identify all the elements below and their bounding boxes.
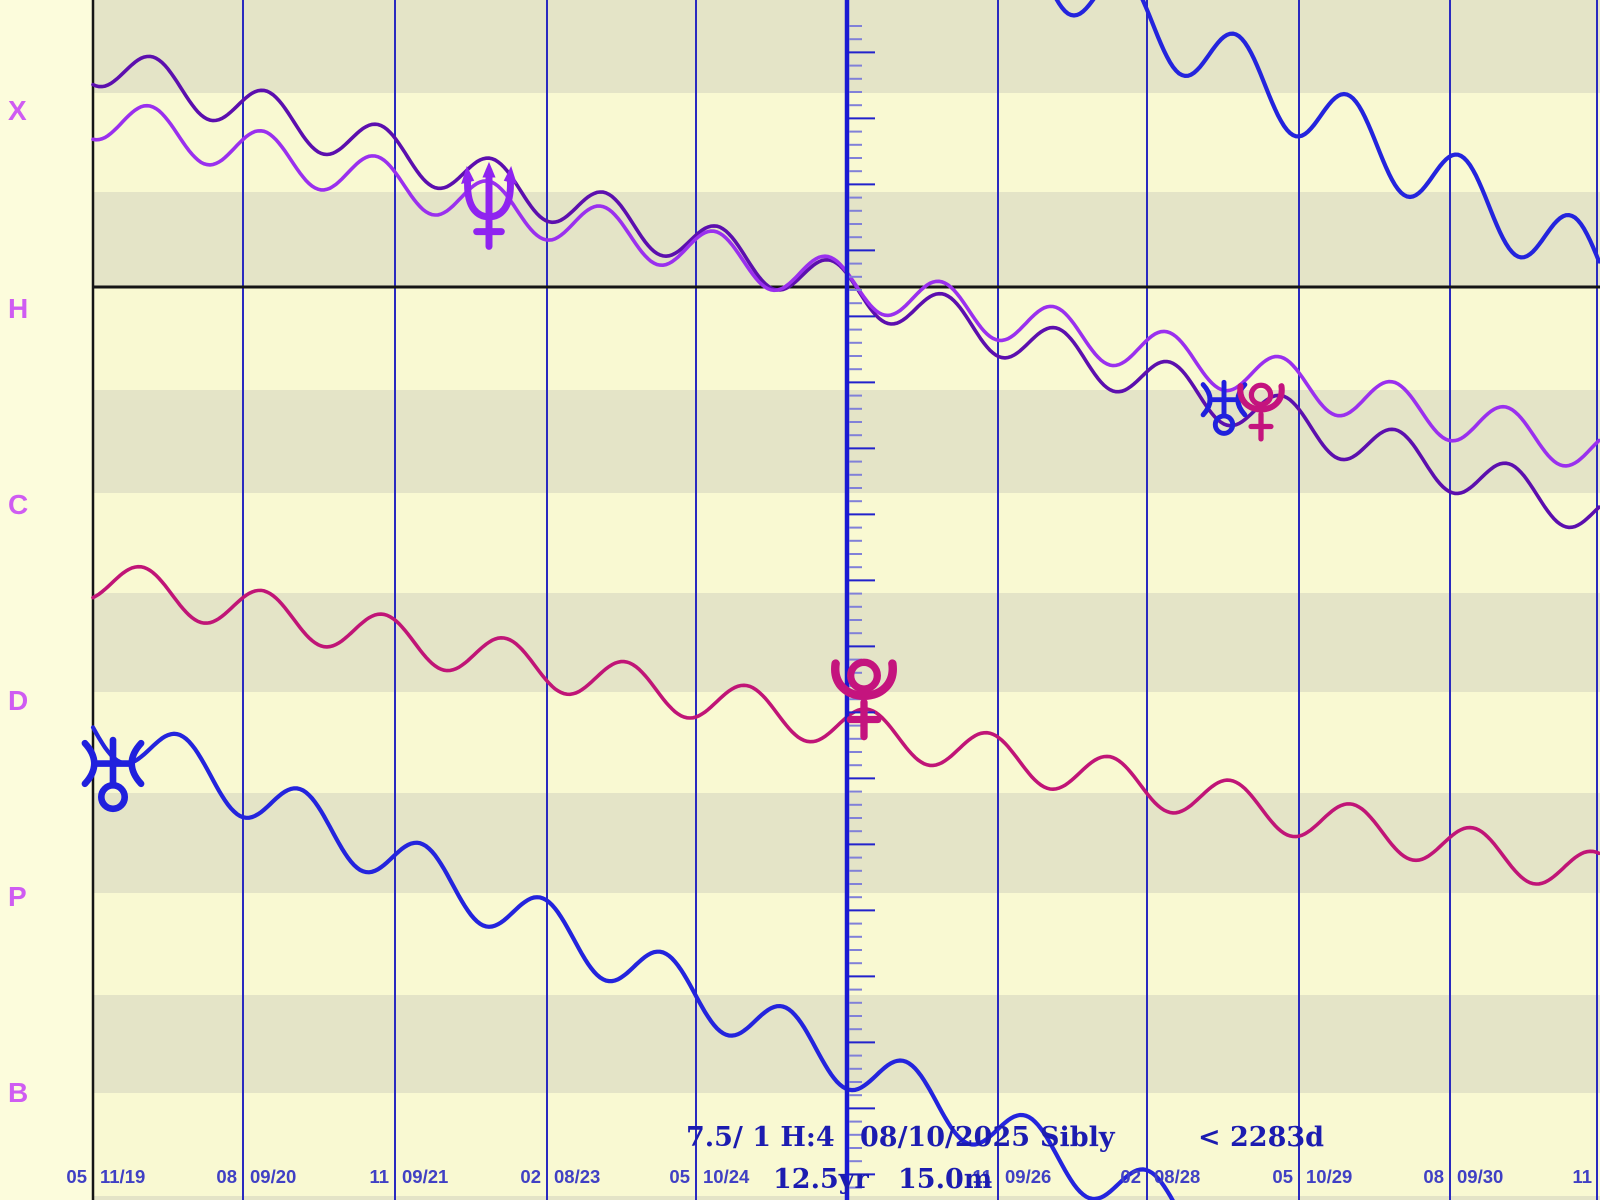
x-axis-labels: 05 08 11 02 05 11 02 05 08 11 11/19 09/20 09/21 08/23… <box>66 1166 1592 1187</box>
ingress-number-label: 11 <box>972 1166 992 1187</box>
status-readout: 7.5/ 1 H:4 08/10/2025 Sibly < 2283d 12.5yr 15… <box>686 1122 1324 1195</box>
ingress-number-label: 02 <box>520 1166 541 1187</box>
sign-row-label: B <box>8 1077 28 1108</box>
row-letter-labels: X H C D P B <box>8 95 28 1108</box>
ingress-number-label: 05 <box>1272 1166 1293 1187</box>
neptune-center-barb <box>482 161 496 178</box>
ingress-number-label: 05 <box>66 1166 87 1187</box>
pluto-glyph-icon <box>1237 382 1285 442</box>
ingress-date-label: 09/26 <box>1005 1166 1051 1187</box>
neptune-left-barb <box>461 166 475 185</box>
pluto-glyph-icon <box>831 658 897 741</box>
ingress-number-label: 11 <box>369 1166 389 1187</box>
ingress-number-label: 11 <box>1572 1166 1592 1187</box>
cursor-date-readout: 08/10/2025 <box>860 1122 1030 1153</box>
planet-glyph-markers <box>81 161 1285 813</box>
days-remaining-readout: < 2283d <box>1198 1122 1324 1153</box>
uranus-glyph-icon <box>81 736 145 813</box>
time-cursor[interactable] <box>844 0 875 1200</box>
ingress-date-label: 10/24 <box>703 1166 750 1187</box>
sign-row-label: P <box>8 881 27 912</box>
ingress-date-label: 08/28 <box>1154 1166 1200 1187</box>
ingress-gridlines <box>242 0 1598 1200</box>
ingress-number-label: 08 <box>1423 1166 1444 1187</box>
neptune-right-barb <box>503 166 517 185</box>
chart-name-readout: Sibly <box>1040 1122 1116 1153</box>
uranus-circle <box>1212 413 1236 436</box>
uranus-glyph-icon <box>1200 379 1248 436</box>
pluto-crescent <box>831 659 897 700</box>
span-years-readout: 12.5yr <box>773 1164 869 1195</box>
uranus-line-lower <box>90 725 1175 1200</box>
uranus-line-upper <box>1054 0 1600 264</box>
ingress-number-label: 02 <box>1120 1166 1141 1187</box>
uranus-circle <box>97 782 129 813</box>
ingress-date-label: 09/20 <box>250 1166 296 1187</box>
sign-row-label: D <box>8 685 28 716</box>
neptune-glyph-icon <box>461 161 517 250</box>
ingress-date-label: 08/23 <box>554 1166 600 1187</box>
pluto-circle <box>1248 382 1274 408</box>
pluto-circle <box>847 658 881 693</box>
sign-row-label: C <box>8 489 28 520</box>
ingress-date-label: 09/30 <box>1457 1166 1503 1187</box>
sign-row-label: H <box>8 293 28 324</box>
span-months-readout: 15.0m <box>898 1164 992 1195</box>
ingress-number-label: 08 <box>216 1166 237 1187</box>
harmonic-readout: 7.5/ 1 H:4 <box>686 1122 835 1153</box>
sign-row-label: X <box>8 95 27 126</box>
ingress-date-label: 09/21 <box>402 1166 448 1187</box>
pluto-crescent <box>1237 383 1285 413</box>
ingress-date-label: 10/29 <box>1306 1166 1352 1187</box>
ingress-date-label: 11/19 <box>100 1166 145 1187</box>
ingress-number-label: 05 <box>669 1166 690 1187</box>
